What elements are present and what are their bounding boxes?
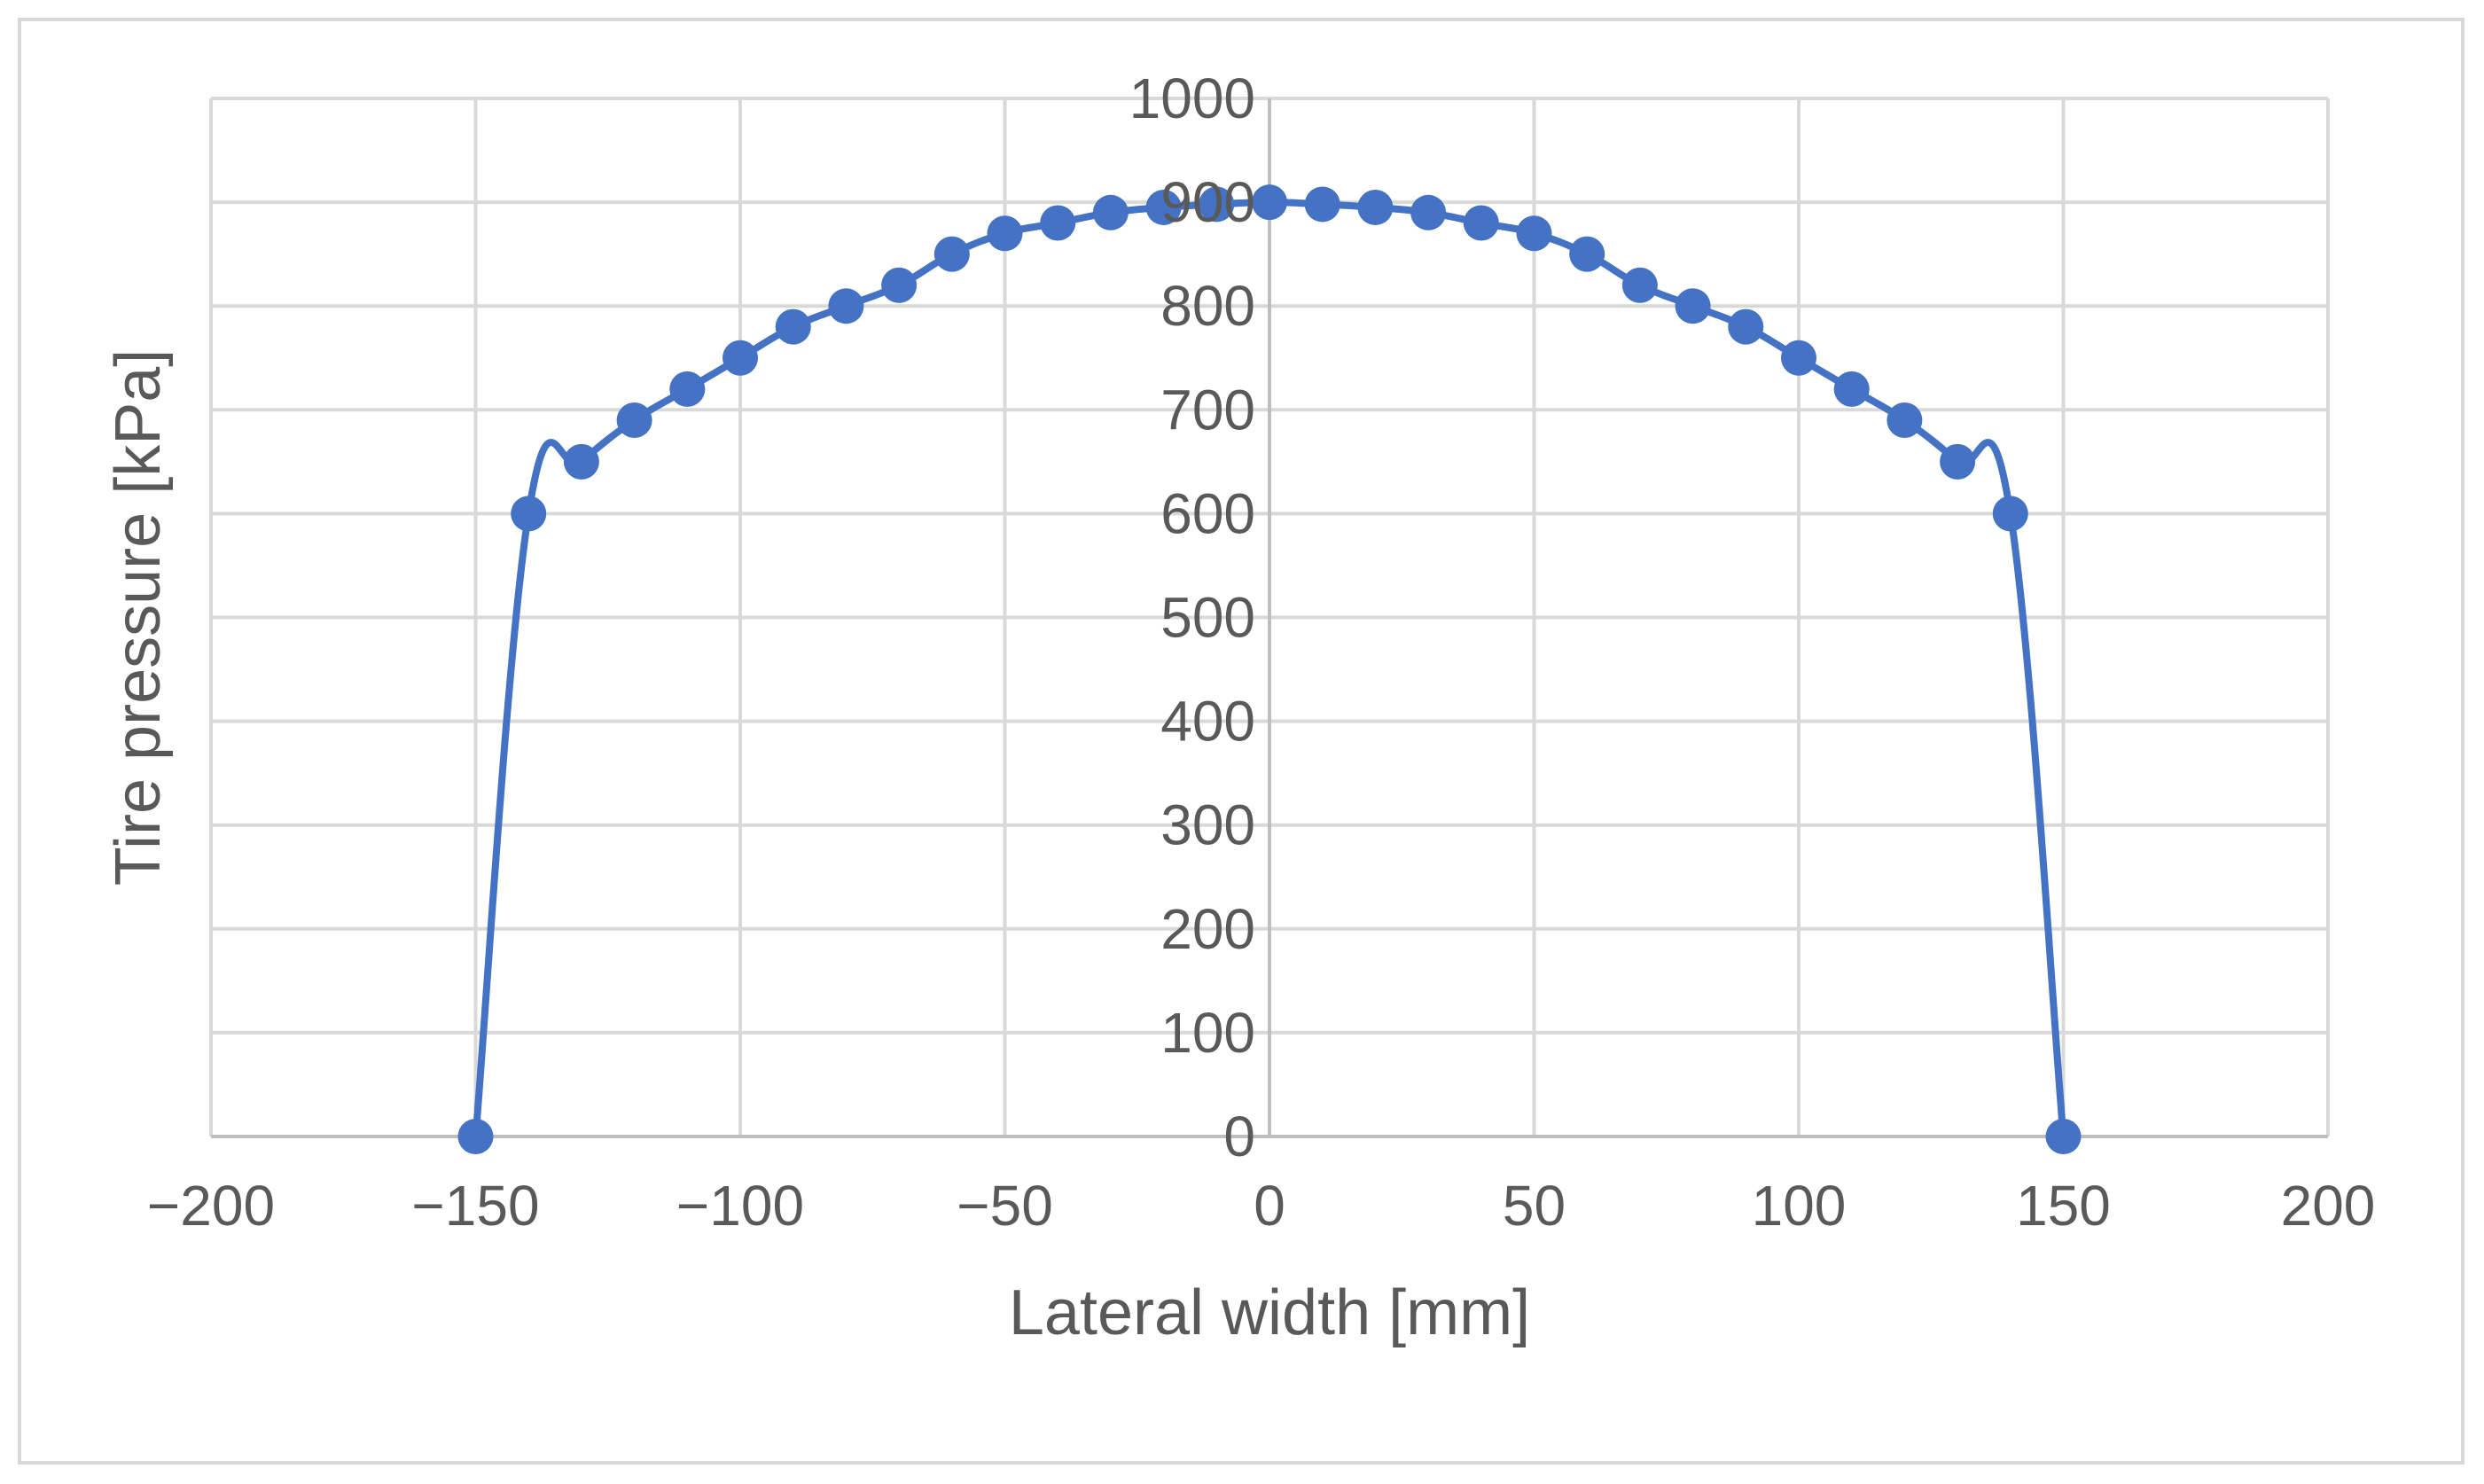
data-point (2045, 1119, 2082, 1154)
data-point (828, 288, 864, 324)
y-tick-label: 600 (1160, 481, 1255, 545)
data-point (1252, 184, 1287, 221)
data-point (723, 340, 758, 376)
data-point (1040, 205, 1076, 241)
y-tick-label: 800 (1160, 274, 1255, 338)
x-axis-title: Lateral width [mm] (1009, 1277, 1530, 1348)
data-point (775, 309, 811, 345)
chart-area (18, 18, 2464, 1464)
data-point (616, 402, 652, 439)
y-tick-label: 500 (1160, 586, 1255, 650)
axes (211, 98, 2328, 1138)
data-point (1675, 288, 1711, 324)
data-point (1992, 496, 2028, 532)
data-point (1145, 189, 1182, 225)
x-tick-label: 200 (2281, 1174, 2376, 1238)
y-tick-label: 900 (1160, 170, 1255, 234)
data-point (457, 1119, 494, 1154)
data-point (1410, 194, 1447, 230)
data-point (1940, 443, 1976, 480)
y-axis-title: Tire pressure [kPa] (103, 349, 174, 886)
y-tick-label: 400 (1160, 690, 1255, 754)
data-point (1092, 194, 1129, 230)
data-point (933, 236, 970, 272)
y-tick-label: 700 (1160, 378, 1255, 441)
x-tick-label: 100 (1752, 1174, 1847, 1238)
x-tick-label: −200 (147, 1174, 275, 1238)
x-tick-label: −100 (676, 1174, 804, 1238)
data-point (1463, 205, 1499, 241)
data-point (511, 496, 547, 532)
data-point (563, 443, 599, 480)
data-point (1781, 340, 1816, 376)
data-point (1304, 186, 1340, 223)
data-point (1886, 402, 1923, 439)
tick-labels: −200 −150 −100 −50 0 50 100 150 200 0 100 200 300 400… (147, 66, 2375, 1238)
data-point (1728, 309, 1764, 345)
data-point (1833, 371, 1870, 407)
x-tick-label: 150 (2016, 1174, 2111, 1238)
y-tick-label: 200 (1160, 897, 1255, 961)
y-tick-label: 1000 (1129, 66, 1255, 130)
data-point (1569, 236, 1605, 272)
data-point (1621, 267, 1658, 303)
x-tick-label: −50 (957, 1174, 1053, 1238)
data-point (987, 215, 1023, 252)
data-point (881, 267, 918, 303)
data-point (669, 371, 706, 407)
x-tick-label: 0 (1254, 1174, 1285, 1238)
data-point (1357, 189, 1394, 225)
x-tick-label: −150 (411, 1174, 539, 1238)
y-tick-label: 100 (1160, 1001, 1255, 1065)
y-tick-label: 0 (1223, 1105, 1255, 1168)
series (457, 184, 2082, 1154)
data-point (1516, 215, 1552, 252)
y-tick-label: 300 (1160, 793, 1255, 857)
x-tick-label: 50 (1503, 1174, 1566, 1238)
data-point (1199, 186, 1235, 223)
